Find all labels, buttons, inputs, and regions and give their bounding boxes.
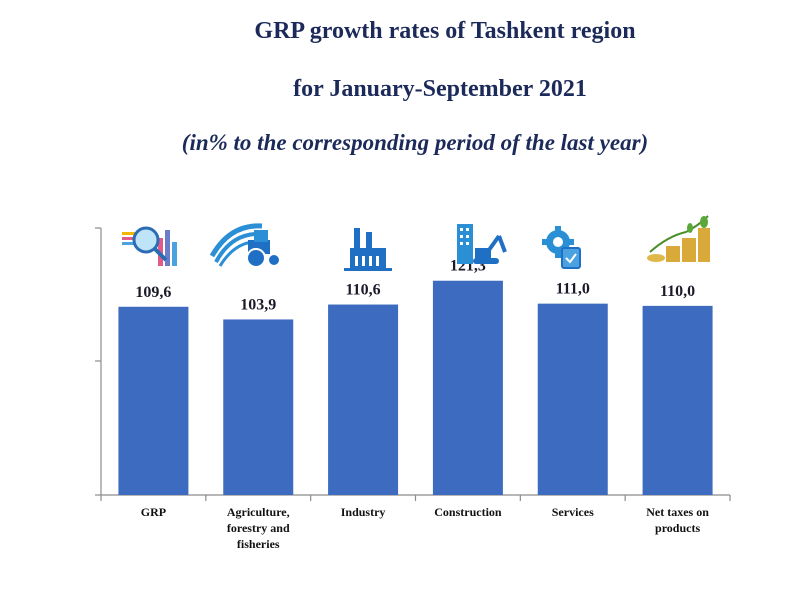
chart-note: (in% to the corresponding period of the … [181, 130, 649, 155]
x-tick-label: GRP [141, 505, 166, 519]
factory-icon [344, 228, 392, 271]
bar [328, 304, 399, 495]
tractor-field-icon [209, 223, 281, 268]
x-tick-label: Industry [341, 505, 386, 519]
gear-clipboard-icon [542, 226, 581, 269]
bar [432, 280, 503, 495]
excavator-building-icon [457, 224, 507, 264]
chart-subtitle: for January-September 2021 [293, 76, 587, 102]
x-tick-label: Construction [434, 505, 502, 519]
bar [537, 303, 608, 495]
bar [118, 306, 189, 495]
x-tick-label: Services [552, 505, 594, 519]
data-label: 111,0 [556, 281, 590, 298]
x-tick-label: Agriculture, forestry and fisheries [227, 505, 290, 551]
bar [642, 305, 713, 495]
data-label: 110,6 [346, 282, 381, 299]
data-label: 110,0 [660, 283, 695, 300]
coins-growth-icon [647, 215, 710, 262]
chart-title: GRP growth rates of Tashkent region [254, 18, 636, 44]
data-label: 109,6 [135, 284, 171, 301]
data-label: 103,9 [240, 296, 276, 313]
chart-magnifier-icon [122, 226, 177, 266]
x-tick-label: Net taxes on products [646, 505, 709, 535]
bar [223, 319, 294, 495]
